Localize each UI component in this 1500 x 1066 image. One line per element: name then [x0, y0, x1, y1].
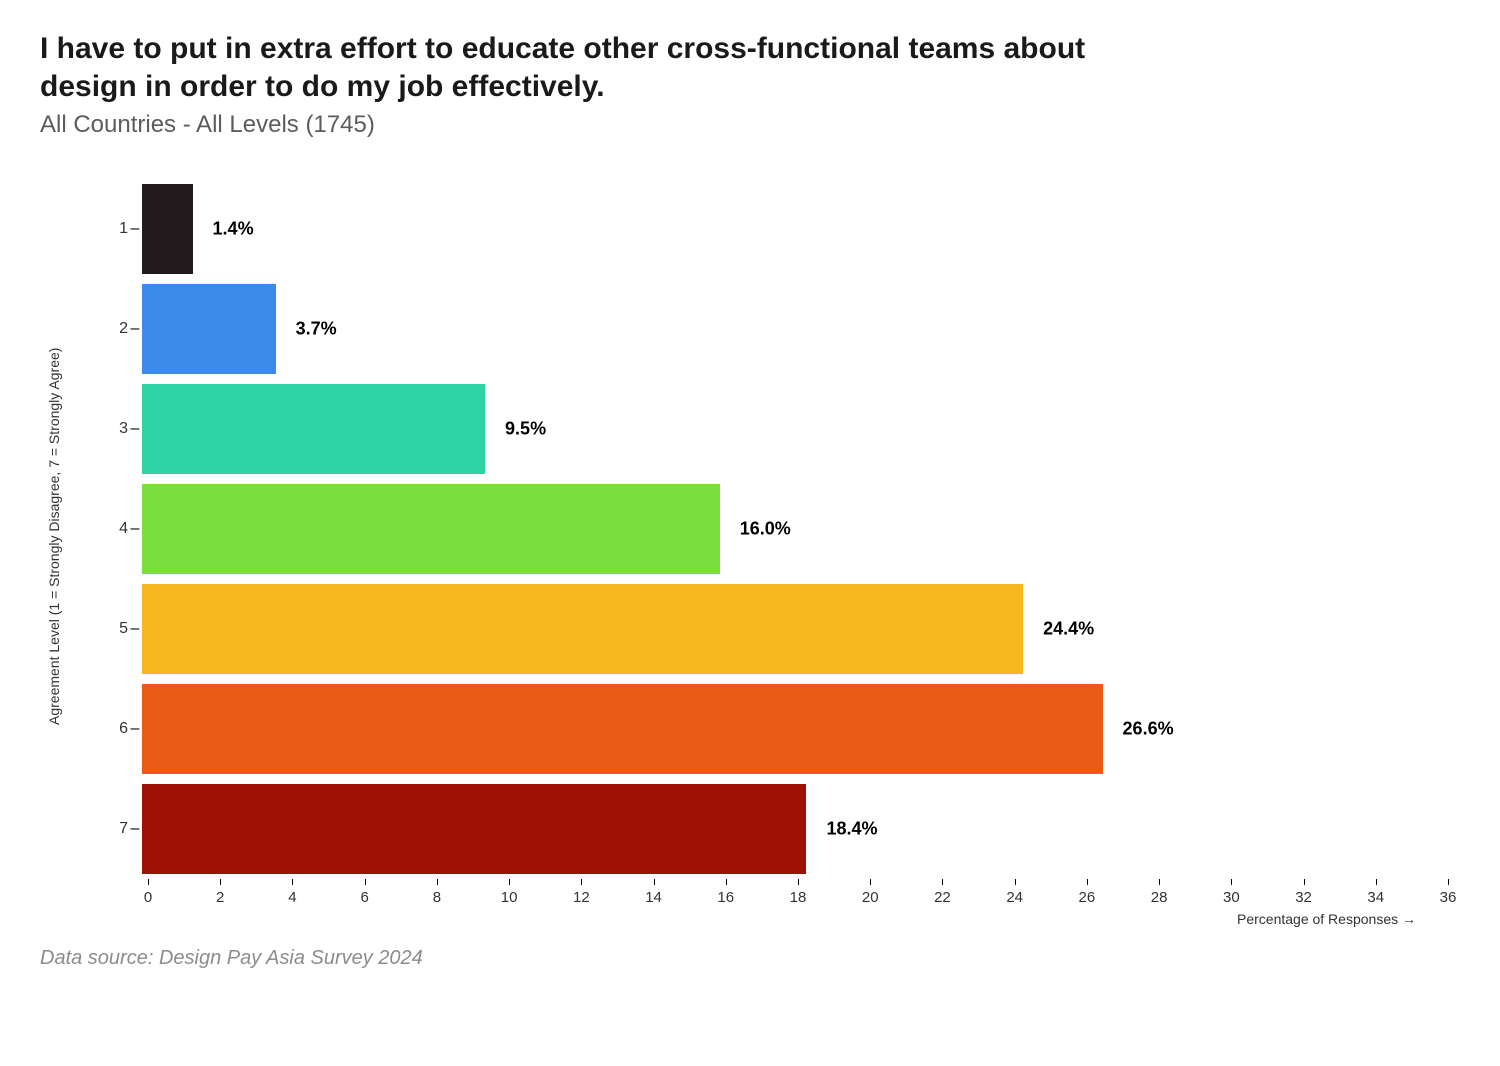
x-tick-mark [798, 879, 799, 885]
bar-value-label: 1.4% [213, 219, 254, 240]
y-category-label: 2 [40, 320, 128, 338]
bar-row: 2– 3.7% [40, 279, 1460, 379]
bar-track: 18.4% [142, 779, 1460, 879]
chart-container: I have to put in extra effort to educate… [0, 0, 1500, 1066]
y-tick-mark: – [128, 220, 142, 238]
x-tick-label: 8 [433, 889, 441, 906]
x-tick-label: 36 [1440, 889, 1457, 906]
x-tick-label: 22 [934, 889, 951, 906]
x-tick-mark [581, 879, 582, 885]
bar-value-label: 9.5% [505, 419, 546, 440]
bar-value-label: 3.7% [296, 319, 337, 340]
bar [142, 284, 276, 374]
bar [142, 184, 193, 274]
x-tick-label: 0 [144, 889, 152, 906]
x-tick-mark [365, 879, 366, 885]
chart-plot-area: Agreement Level (1 = Strongly Disagree, … [40, 179, 1460, 919]
bar-value-label: 16.0% [740, 519, 791, 540]
x-tick-mark [1015, 879, 1016, 885]
x-tick-mark [1087, 879, 1088, 885]
y-tick-mark: – [128, 520, 142, 538]
bar-track: 16.0% [142, 479, 1460, 579]
bar [142, 584, 1023, 674]
y-category-label: 1 [40, 220, 128, 238]
y-axis-title: Agreement Level (1 = Strongly Disagree, … [46, 348, 62, 725]
y-tick-mark: – [128, 420, 142, 438]
x-tick-label: 14 [645, 889, 662, 906]
bar [142, 784, 806, 874]
bar-row: 5–24.4% [40, 579, 1460, 679]
x-tick-mark [942, 879, 943, 885]
bar [142, 484, 720, 574]
bar-track: 1.4% [142, 179, 1460, 279]
x-tick-mark [437, 879, 438, 885]
x-tick-mark [1304, 879, 1305, 885]
x-tick-mark [220, 879, 221, 885]
x-tick-label: 28 [1151, 889, 1168, 906]
x-tick-label: 4 [288, 889, 296, 906]
x-tick-mark [1448, 879, 1449, 885]
x-tick-mark [509, 879, 510, 885]
bar-row: 6–26.6% [40, 679, 1460, 779]
x-tick-label: 20 [862, 889, 879, 906]
x-tick-mark [1231, 879, 1232, 885]
x-tick-label: 6 [360, 889, 368, 906]
bar-track: 9.5% [142, 379, 1460, 479]
x-tick-label: 24 [1006, 889, 1023, 906]
bar-track: 26.6% [142, 679, 1460, 779]
bar-row: 4–16.0% [40, 479, 1460, 579]
bar-track: 3.7% [142, 279, 1460, 379]
x-tick-mark [1159, 879, 1160, 885]
bar-row: 3–9.5% [40, 379, 1460, 479]
data-source: Data source: Design Pay Asia Survey 2024 [40, 947, 1460, 970]
y-category-label: 7 [40, 820, 128, 838]
bar-value-label: 26.6% [1123, 719, 1174, 740]
x-tick-label: 18 [790, 889, 807, 906]
x-tick-label: 12 [573, 889, 590, 906]
bar-rows: 1–1.4%2–3.7%3–9.5%4–16.0%5–24.4%6–26.6%7… [40, 179, 1460, 879]
x-tick-mark [654, 879, 655, 885]
y-tick-mark: – [128, 820, 142, 838]
x-tick-mark [1376, 879, 1377, 885]
chart-subtitle: All Countries - All Levels (1745) [40, 111, 1460, 139]
bar-value-label: 18.4% [826, 819, 877, 840]
bar [142, 384, 485, 474]
y-tick-mark: – [128, 620, 142, 638]
y-tick-mark: – [128, 320, 142, 338]
bar-track: 24.4% [142, 579, 1460, 679]
x-tick-label: 16 [717, 889, 734, 906]
x-tick-label: 34 [1367, 889, 1384, 906]
x-tick-mark [870, 879, 871, 885]
x-axis-title: Percentage of Responses → [1237, 911, 1416, 927]
x-tick-label: 26 [1079, 889, 1096, 906]
bar-row: 1– 1.4% [40, 179, 1460, 279]
chart-title: I have to put in extra effort to educate… [40, 30, 1140, 105]
y-tick-mark: – [128, 720, 142, 738]
x-tick-label: 30 [1223, 889, 1240, 906]
x-tick-label: 10 [501, 889, 518, 906]
x-tick-label: 2 [216, 889, 224, 906]
x-tick-mark [726, 879, 727, 885]
bar [142, 684, 1103, 774]
bar-value-label: 24.4% [1043, 619, 1094, 640]
bar-row: 7– 18.4% [40, 779, 1460, 879]
x-tick-mark [292, 879, 293, 885]
x-tick-label: 32 [1295, 889, 1312, 906]
x-tick-mark [148, 879, 149, 885]
